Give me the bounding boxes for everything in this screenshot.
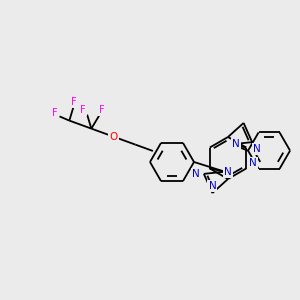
Text: F: F <box>71 97 76 106</box>
Text: O: O <box>109 132 118 142</box>
Text: N: N <box>208 181 216 191</box>
Text: N: N <box>192 169 200 179</box>
Text: N: N <box>224 167 232 177</box>
Text: F: F <box>80 105 86 115</box>
Text: N: N <box>253 144 261 154</box>
Text: N: N <box>249 158 257 169</box>
Text: F: F <box>52 108 57 118</box>
Text: N: N <box>232 139 240 149</box>
Text: F: F <box>99 105 105 115</box>
